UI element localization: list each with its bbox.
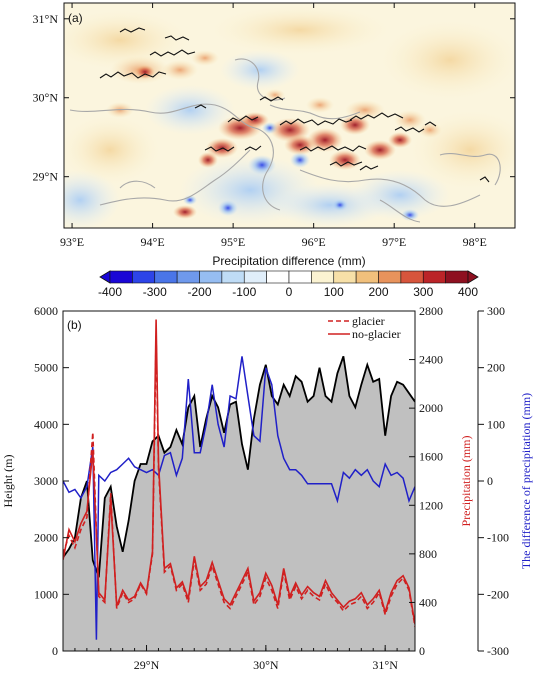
precip-tick-label: 2800 — [419, 304, 443, 318]
precip-tick-label: 400 — [419, 595, 437, 609]
difference-axis: 300 200 100 0 -100 -200 -300 — [477, 304, 509, 658]
colorbar-swatch — [378, 270, 402, 284]
b-x-tick-label: 31°N — [372, 658, 398, 672]
height-tick-label: 3000 — [34, 474, 58, 488]
precip-tick-label: 1200 — [419, 498, 443, 512]
height-tick-label: 5000 — [34, 361, 58, 375]
series-line-glacier — [63, 335, 415, 627]
a-x-tick-label: 94°E — [141, 235, 165, 249]
a-y-tick-label: 29°N — [33, 170, 59, 184]
precip-field — [64, 5, 515, 228]
colorbar-min-arrow — [99, 270, 111, 284]
diff-tick-label: -100 — [487, 531, 509, 545]
diff-tick-label: -300 — [487, 644, 509, 658]
height-tick-label: 2000 — [34, 531, 58, 545]
legend-label-glacier: glacier — [352, 314, 385, 328]
colorbar-swatch — [422, 270, 446, 284]
colorbar: Precipitation difference (mm) -400 -300 -2… — [98, 254, 479, 299]
height-tick-label: 0 — [52, 644, 58, 658]
map-frame — [63, 2, 516, 229]
series-line-terrain-height — [63, 356, 415, 578]
colorbar-swatch — [243, 270, 267, 284]
colorbar-ticks: -400 -300 -200 -100 0 100 200 300 400 — [98, 285, 478, 299]
colorbar-swatch — [176, 270, 200, 284]
colorbar-swatch — [109, 270, 133, 284]
colorbar-swatch — [199, 270, 223, 284]
colorbar-tick-label: 100 — [324, 285, 344, 299]
diff-tick-label: 100 — [487, 417, 505, 431]
height-tick-label: 6000 — [34, 304, 58, 318]
diff-tick-label: -200 — [487, 587, 509, 601]
colorbar-swatch — [311, 270, 335, 284]
colorbar-swatch — [288, 270, 312, 284]
precip-tick-label: 2000 — [419, 401, 443, 415]
colorbar-tick-label: -100 — [232, 285, 256, 299]
precip-tick-label: 1600 — [419, 450, 443, 464]
a-x-tick-label: 96°E — [302, 235, 326, 249]
colorbar-tick-label: 300 — [413, 285, 433, 299]
a-x-tick-label: 98°E — [463, 235, 487, 249]
colorbar-tick-label: 400 — [458, 285, 478, 299]
precip-tick-label: 2400 — [419, 353, 443, 367]
colorbar-swatch — [333, 270, 357, 284]
panel-a-x-axis: 93°E 94°E 95°E 96°E 97°E 98°E — [60, 3, 487, 249]
colorbar-label: Precipitation difference (mm) — [212, 254, 365, 268]
series-line-precip-difference — [63, 356, 415, 640]
diff-tick-label: 200 — [487, 361, 505, 375]
diff-tick-label: 300 — [487, 304, 505, 318]
a-y-tick-label: 30°N — [33, 91, 59, 105]
colorbar-swatches — [99, 270, 479, 284]
b-x-tick-label: 29°N — [134, 658, 160, 672]
black-contours — [99, 27, 490, 183]
colorbar-tick-label: 0 — [286, 285, 293, 299]
height-tick-label: 4000 — [34, 417, 58, 431]
colorbar-swatch — [132, 270, 156, 284]
b-x-tick-label: 30°N — [253, 658, 279, 672]
a-x-tick-label: 95°E — [221, 235, 245, 249]
colorbar-swatch — [445, 270, 469, 284]
legend-label-no-glacier: no-glacier — [352, 327, 401, 341]
difference-axis-title: The difference of precipitation (mm) — [519, 393, 533, 569]
height-axis: 0 1000 2000 3000 4000 5000 6000 — [34, 304, 69, 658]
a-y-tick-label: 31°N — [33, 12, 59, 26]
colorbar-tick-label: -400 — [98, 285, 122, 299]
diff-tick-label: 0 — [487, 474, 493, 488]
terrain-area — [63, 356, 415, 651]
precip-tick-label: 800 — [419, 547, 437, 561]
colorbar-swatch — [400, 270, 424, 284]
a-x-tick-label: 97°E — [382, 235, 406, 249]
precipitation-axis: 0 400 800 1200 1600 2000 2400 2800 — [409, 304, 443, 658]
panel-a-y-axis: 31°N 30°N 29°N — [33, 12, 515, 184]
panel-a-map: (a) 93°E 94°E 95°E 96°E 97°E 98°E 31°N 30°N 29°… — [33, 2, 516, 249]
colorbar-swatch — [154, 270, 178, 284]
a-x-tick-label: 93°E — [60, 235, 84, 249]
colorbar-tick-label: -200 — [187, 285, 211, 299]
colorbar-tick-label: 200 — [368, 285, 388, 299]
height-axis-title: Height (m) — [1, 455, 15, 508]
panel-b-chart: (b) glacier no-glacier 29°N 30°N 31°N 0 100… — [1, 304, 533, 672]
colorbar-tick-label: -300 — [143, 285, 167, 299]
legend: glacier no-glacier — [328, 314, 401, 341]
series-line-no-glacier — [63, 319, 415, 625]
height-tick-label: 1000 — [34, 587, 58, 601]
colorbar-swatch — [221, 270, 245, 284]
panel-b-label: (b) — [67, 318, 82, 332]
colorbar-swatch — [266, 270, 290, 284]
precip-tick-label: 0 — [419, 644, 425, 658]
panel-b-x-axis: 29°N 30°N 31°N — [62, 645, 410, 672]
colorbar-max-arrow — [467, 270, 479, 284]
precipitation-axis-title: Precipitation (mm) — [459, 436, 473, 527]
colorbar-swatch — [355, 270, 379, 284]
panel-a-label: (a) — [68, 11, 83, 25]
